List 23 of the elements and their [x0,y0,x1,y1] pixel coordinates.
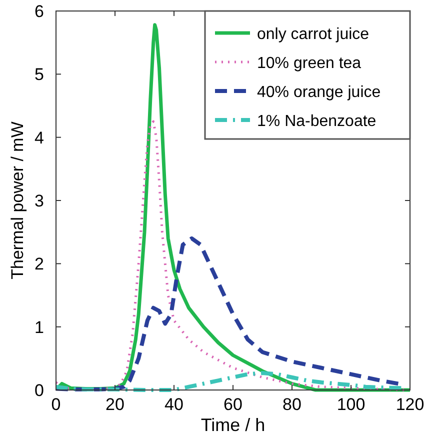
line-series [54,236,400,392]
x-tick-label: 60 [224,395,242,414]
x-tick-label: 40 [164,395,184,414]
x-tick-label: 0 [51,395,61,414]
line-series [54,370,404,392]
legend-label: 1% Na-benzoate [257,113,376,130]
y-tick-label: 1 [34,318,44,337]
line-series [57,23,412,392]
x-tick-label: 100 [336,395,366,414]
y-tick-label: 4 [34,128,44,148]
legend-label: 10% green tea [257,55,362,72]
legend-label: only carrot juice [257,26,370,43]
x-axis-title: Time / h [200,415,266,435]
y-tick-label: 6 [34,2,44,21]
x-tick-label: 20 [106,395,124,414]
legend-label: 40% orange juice [257,84,381,101]
x-tick-label: 120 [396,395,424,414]
y-tick-label: 0 [34,381,44,400]
y-tick-label: 5 [34,65,44,84]
y-tick-label: 2 [34,254,44,274]
x-tick-label: 80 [282,395,302,414]
y-axis-title: Thermal power / mW [8,122,27,280]
y-tick-label: 3 [34,192,44,210]
